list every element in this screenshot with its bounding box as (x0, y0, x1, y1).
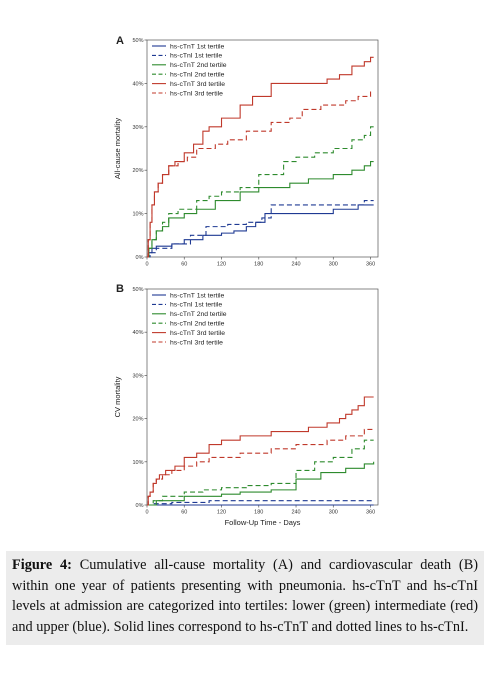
y-tick-label: 40% (132, 81, 143, 87)
legend-entry: hs-cTnI 1st tertile (170, 53, 222, 60)
caption-text: Cumulative all-cause mortality (A) and c… (12, 557, 478, 635)
legend-entry: hs-cTnI 3rd tertile (170, 339, 223, 346)
y-tick-label: 50% (132, 38, 143, 44)
x-tick-label: 120 (217, 510, 226, 516)
y-tick-label: 0% (136, 255, 144, 261)
series-line-blue-dashed (147, 200, 374, 258)
y-tick-label: 30% (132, 125, 143, 131)
caption-label: Figure 4: (12, 557, 72, 573)
y-tick-label: 30% (132, 373, 143, 379)
series-line-blue-dashed (147, 500, 374, 506)
y-tick-label: 10% (132, 460, 143, 466)
legend-entry: hs-cTnI 3rd tertile (170, 90, 223, 97)
series-line-red-dashed (147, 91, 374, 258)
legend-entry: hs-cTnT 1st tertile (170, 292, 224, 299)
x-tick-label: 300 (329, 510, 338, 516)
y-tick-label: 10% (132, 212, 143, 218)
x-tick-label: 240 (291, 510, 300, 516)
x-tick-label: 120 (217, 262, 226, 268)
x-tick-label: 60 (181, 262, 187, 268)
series-line-green-dashed (147, 439, 374, 506)
y-axis-label: All-cause mortality (113, 118, 122, 180)
series-line-red-solid (147, 56, 374, 258)
figure-4-kaplan-meier-charts: A 0% 10% 20% 30% 40% 50% 0 60 120 180 240 300 360 All-… (113, 35, 379, 527)
plot-frame (146, 39, 379, 258)
y-tick-label: 0% (136, 503, 144, 509)
legend-entry: hs-cTnI 2nd tertile (170, 72, 225, 79)
x-tick-label: 0 (145, 510, 148, 516)
legend-entry: hs-cTnT 2nd tertile (170, 311, 227, 318)
legend-entry: hs-cTnT 3rd tertile (170, 330, 225, 337)
x-tick-label: 180 (254, 262, 263, 268)
x-tick-label: 300 (329, 262, 338, 268)
y-tick-label: 20% (132, 168, 143, 174)
x-tick-label: 240 (291, 262, 300, 268)
series-line-red-dashed (147, 428, 374, 506)
legend-entry: hs-cTnT 2nd tertile (170, 62, 227, 69)
series-line-blue-solid (147, 204, 374, 258)
series-line-red-solid (147, 396, 374, 506)
y-tick-label: 40% (132, 330, 143, 336)
panel-letter-a: A (116, 35, 124, 47)
x-tick-label: 360 (366, 262, 375, 268)
x-tick-label: 60 (181, 510, 187, 516)
legend-entry: hs-cTnT 3rd tertile (170, 81, 225, 88)
legend-entry: hs-cTnT 1st tertile (170, 43, 224, 50)
x-axis-label: Follow-Up Time - Days (225, 518, 301, 527)
chart-panel-a: A 0% 10% 20% 30% 40% 50% 0 60 120 180 240 300 360 All-… (113, 35, 379, 268)
legend-entry: hs-cTnI 1st tertile (170, 302, 222, 309)
x-tick-label: 0 (145, 262, 148, 268)
series-line-green-dashed (147, 126, 374, 258)
panel-letter-b: B (116, 283, 124, 295)
x-tick-label: 180 (254, 510, 263, 516)
series-line-green-solid (147, 461, 375, 506)
x-tick-label: 360 (366, 510, 375, 516)
chart-panel-b: B 0% 10% 20% 30% 40% 50% 0 60 120 180 240 300 360 CV m… (113, 283, 379, 527)
y-tick-label: 20% (132, 417, 143, 423)
y-axis-label: CV mortality (113, 376, 122, 417)
figure-caption: Figure 4: Cumulative all-cause mortality… (6, 551, 484, 645)
legend-entry: hs-cTnI 2nd tertile (170, 321, 225, 328)
series-line-green-solid (147, 160, 374, 258)
y-tick-label: 50% (132, 287, 143, 293)
